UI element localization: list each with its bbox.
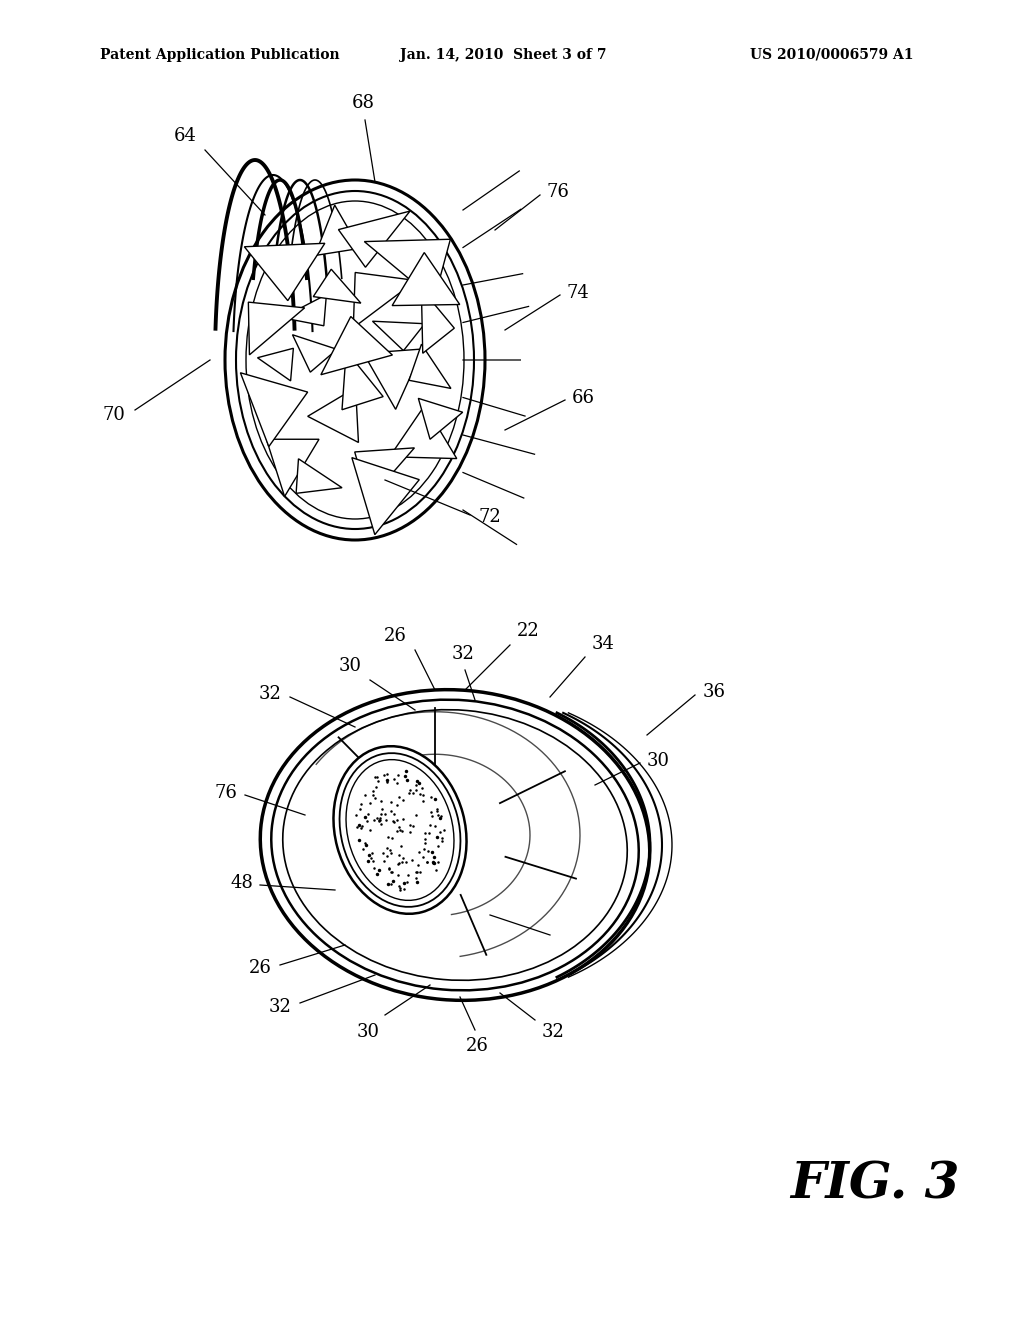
Polygon shape: [321, 317, 392, 375]
Ellipse shape: [260, 689, 649, 1001]
Text: 30: 30: [339, 657, 362, 675]
Text: 32: 32: [452, 645, 474, 663]
Text: FIG. 3: FIG. 3: [790, 1160, 959, 1209]
Polygon shape: [365, 239, 451, 300]
Ellipse shape: [334, 746, 467, 913]
Text: 22: 22: [517, 622, 540, 640]
Polygon shape: [296, 459, 342, 494]
Polygon shape: [409, 345, 451, 388]
Text: 32: 32: [269, 998, 292, 1016]
Polygon shape: [364, 348, 423, 409]
Text: 30: 30: [647, 752, 670, 770]
Text: 32: 32: [259, 685, 282, 704]
Text: 26: 26: [384, 627, 407, 645]
Polygon shape: [373, 321, 425, 351]
Polygon shape: [339, 211, 410, 267]
Polygon shape: [389, 405, 457, 458]
Text: 34: 34: [592, 635, 614, 653]
Ellipse shape: [246, 201, 464, 519]
Polygon shape: [307, 388, 358, 442]
Text: 76: 76: [547, 183, 570, 201]
Ellipse shape: [283, 710, 628, 981]
Text: 32: 32: [542, 1023, 565, 1041]
Polygon shape: [282, 294, 327, 326]
Text: 30: 30: [357, 1023, 380, 1041]
Text: 64: 64: [174, 127, 197, 145]
Ellipse shape: [271, 700, 639, 990]
Text: 68: 68: [351, 94, 375, 112]
Ellipse shape: [346, 759, 454, 900]
Polygon shape: [392, 252, 460, 305]
Text: 26: 26: [466, 1038, 488, 1055]
Polygon shape: [313, 269, 360, 304]
Text: 66: 66: [572, 389, 595, 407]
Text: Jan. 14, 2010  Sheet 3 of 7: Jan. 14, 2010 Sheet 3 of 7: [400, 48, 606, 62]
Ellipse shape: [236, 191, 474, 529]
Text: 36: 36: [703, 682, 726, 701]
Polygon shape: [352, 458, 419, 535]
Text: 24: 24: [558, 928, 581, 946]
Polygon shape: [245, 243, 325, 301]
Polygon shape: [353, 272, 416, 327]
Polygon shape: [257, 348, 294, 381]
Polygon shape: [342, 351, 383, 409]
Polygon shape: [293, 335, 337, 372]
Polygon shape: [421, 289, 455, 354]
Polygon shape: [314, 205, 359, 256]
Ellipse shape: [340, 754, 461, 907]
Text: 48: 48: [230, 874, 253, 892]
Text: 26: 26: [249, 960, 272, 977]
Polygon shape: [266, 440, 319, 496]
Ellipse shape: [225, 180, 485, 540]
Text: 72: 72: [478, 508, 501, 525]
Text: 74: 74: [567, 284, 590, 302]
Text: 76: 76: [214, 784, 237, 803]
Polygon shape: [241, 372, 307, 446]
Text: US 2010/0006579 A1: US 2010/0006579 A1: [750, 48, 913, 62]
Text: 70: 70: [102, 407, 125, 424]
Text: Patent Application Publication: Patent Application Publication: [100, 48, 340, 62]
Polygon shape: [419, 399, 463, 440]
Polygon shape: [354, 447, 415, 500]
Polygon shape: [249, 302, 304, 355]
